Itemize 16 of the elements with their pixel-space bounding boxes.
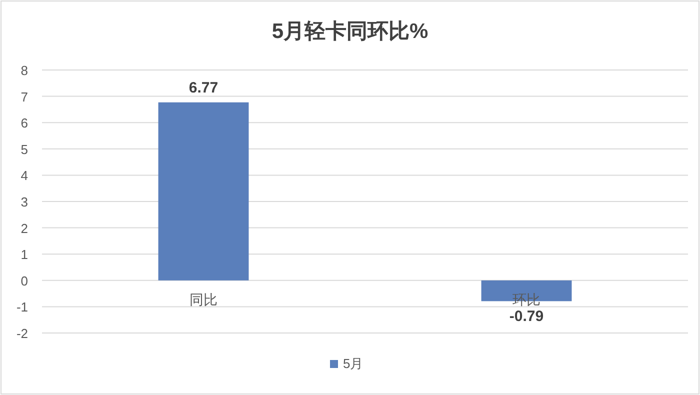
y-tick-label: 7 [20, 89, 28, 104]
y-tick-label: 5 [20, 142, 28, 157]
legend-label: 5月 [343, 356, 364, 371]
data-label: 6.77 [188, 79, 218, 96]
y-tick-label: -2 [16, 326, 28, 341]
y-tick-label: 0 [20, 273, 28, 288]
y-tick-label: -1 [16, 300, 28, 315]
chart-title: 5月轻卡同环比% [272, 20, 428, 43]
data-label: -0.79 [509, 308, 544, 326]
y-tick-label: 3 [20, 194, 28, 210]
y-tick-label: 4 [20, 168, 28, 184]
y-tick-label: 2 [20, 220, 28, 236]
y-tick-label: 1 [20, 247, 28, 262]
y-tick-label: 6 [20, 116, 28, 131]
y-tick-label: 8 [20, 63, 28, 78]
x-tick-label: 同比 [190, 291, 218, 308]
